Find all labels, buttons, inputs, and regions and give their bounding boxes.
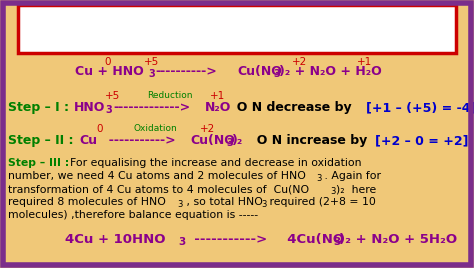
Text: +5: +5 — [145, 57, 160, 67]
Text: +2: +2 — [201, 124, 216, 134]
Text: Reduction: Reduction — [147, 91, 193, 100]
Text: +1: +1 — [210, 91, 226, 101]
Text: 4Cu(NO: 4Cu(NO — [278, 233, 344, 246]
Text: 0: 0 — [97, 124, 103, 134]
Text: required 8 molecules of HNO: required 8 molecules of HNO — [8, 197, 166, 207]
Text: Cu + HNO: Cu + HNO — [75, 65, 144, 78]
Text: Step – II :: Step – II : — [8, 134, 73, 147]
Text: 3: 3 — [261, 200, 266, 209]
Text: ----------->: -----------> — [185, 233, 267, 246]
Text: transformation of 4 Cu atoms to 4 molecules of  Cu(NO: transformation of 4 Cu atoms to 4 molecu… — [8, 184, 309, 194]
Text: )₂ + N₂O + 5H₂O: )₂ + N₂O + 5H₂O — [339, 233, 457, 246]
Text: required (2+8 = 10: required (2+8 = 10 — [266, 197, 376, 207]
Text: Oxidation: Oxidation — [133, 124, 177, 133]
Bar — [18, 5, 456, 53]
Text: For equalising the increase and decrease in oxidation: For equalising the increase and decrease… — [70, 158, 362, 168]
Text: ----------->: -----------> — [100, 134, 176, 147]
Text: )₂: )₂ — [232, 134, 243, 147]
Text: 3: 3 — [226, 138, 233, 148]
Text: +2: +2 — [292, 57, 308, 67]
Text: ------------->: -------------> — [113, 101, 190, 114]
Text: N₂O: N₂O — [205, 101, 231, 114]
Text: 3: 3 — [330, 187, 336, 196]
Text: 3: 3 — [316, 174, 321, 183]
Text: . Again for: . Again for — [321, 171, 381, 181]
Text: 4Cu + 10HNO: 4Cu + 10HNO — [65, 233, 165, 246]
Text: , so total HNO: , so total HNO — [183, 197, 263, 207]
Text: Cu(NO: Cu(NO — [237, 65, 282, 78]
Text: Step – I :: Step – I : — [8, 101, 69, 114]
Text: BALANCE   REDOX REACTION BY: BALANCE REDOX REACTION BY — [93, 14, 381, 29]
Text: [+1 – (+5) = -4]: [+1 – (+5) = -4] — [366, 101, 474, 114]
Text: 0: 0 — [105, 57, 111, 67]
Text: [+2 – 0 = +2]: [+2 – 0 = +2] — [375, 134, 468, 147]
Text: 3: 3 — [177, 200, 182, 209]
Text: )₂  here: )₂ here — [336, 184, 376, 194]
Text: molecules) ,therefore balance equation is -----: molecules) ,therefore balance equation i… — [8, 210, 258, 220]
Text: 3: 3 — [148, 69, 155, 79]
Text: Step – III :: Step – III : — [8, 158, 69, 168]
Text: Cu: Cu — [79, 134, 97, 147]
Text: 3: 3 — [105, 105, 112, 115]
Text: 3: 3 — [333, 237, 340, 247]
Text: ---------->: ----------> — [155, 65, 217, 78]
Text: OXIDATION NUMBER METHOD: OXIDATION NUMBER METHOD — [103, 30, 371, 45]
Text: O N decrease by: O N decrease by — [228, 101, 356, 114]
Text: +5: +5 — [105, 91, 120, 101]
Text: +1: +1 — [357, 57, 373, 67]
Text: O N increase by: O N increase by — [248, 134, 372, 147]
Text: Cu(NO: Cu(NO — [190, 134, 235, 147]
Text: )₂ + N₂O + H₂O: )₂ + N₂O + H₂O — [279, 65, 382, 78]
Text: 3: 3 — [273, 69, 280, 79]
Text: number, we need 4 Cu atoms and 2 molecules of HNO: number, we need 4 Cu atoms and 2 molecul… — [8, 171, 306, 181]
Text: HNO: HNO — [74, 101, 105, 114]
Text: 3: 3 — [178, 237, 185, 247]
